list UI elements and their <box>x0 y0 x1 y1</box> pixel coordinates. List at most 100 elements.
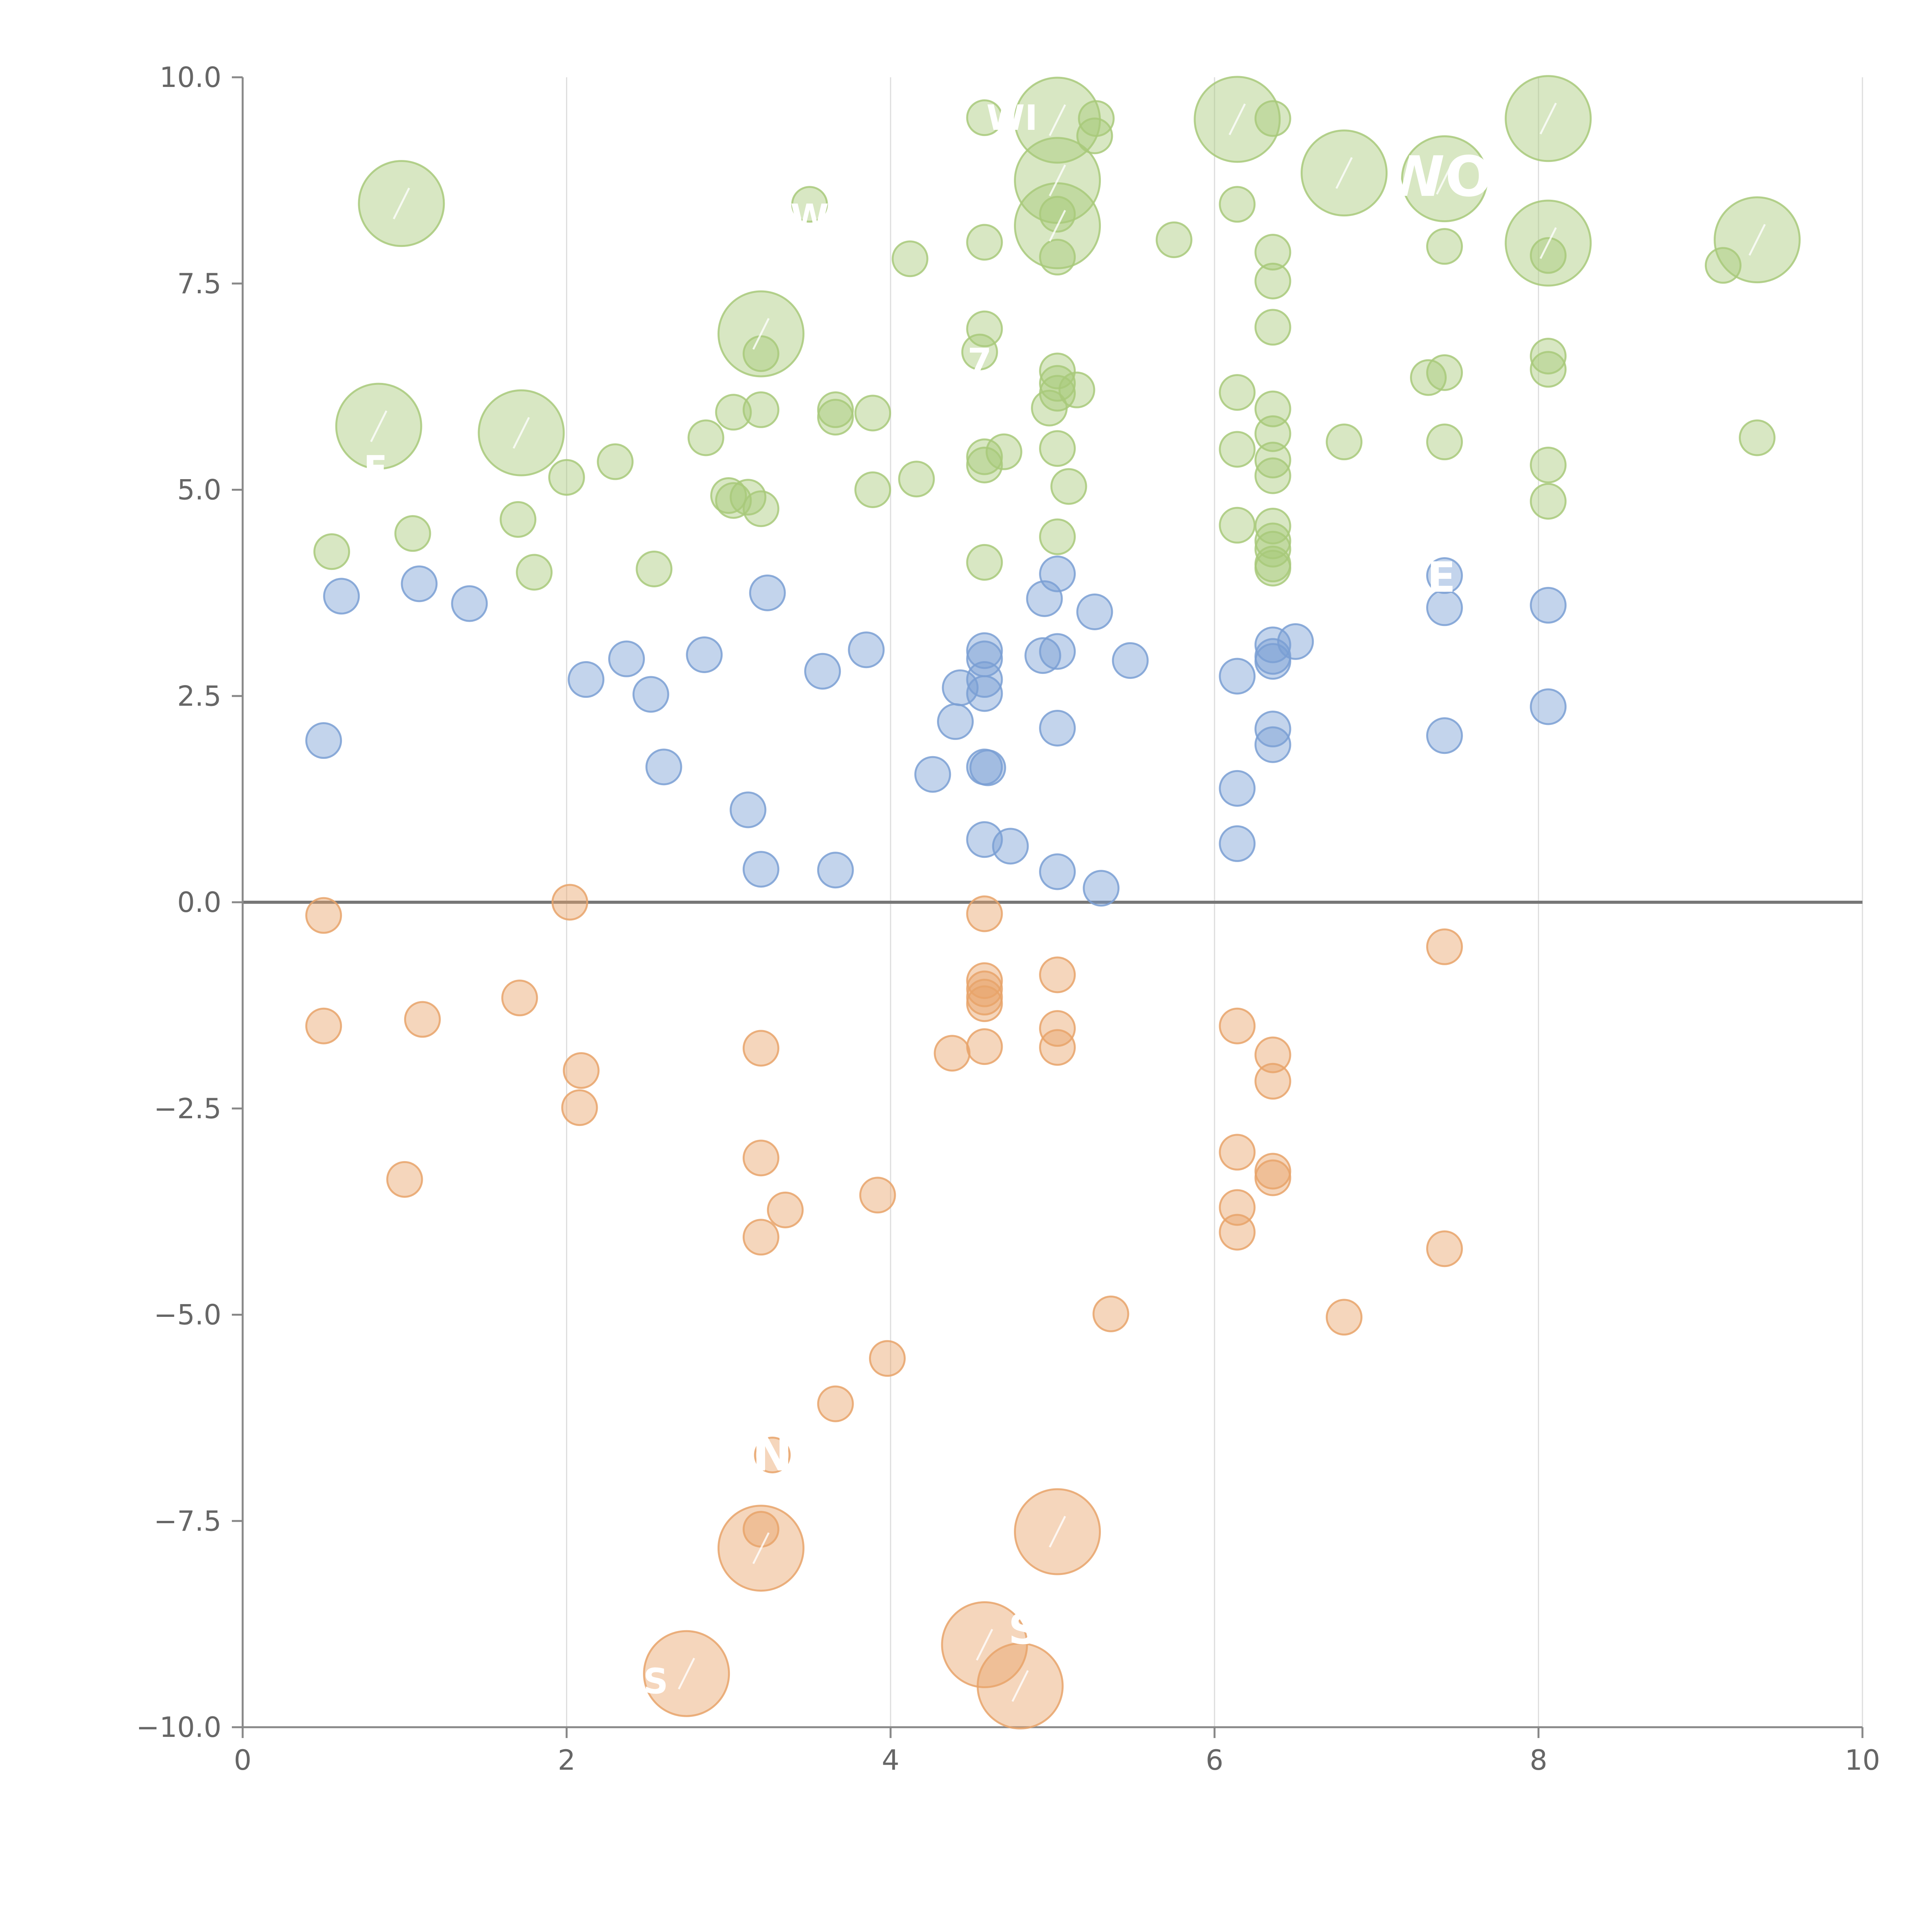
green-bubble <box>313 533 350 570</box>
green-bubble <box>715 482 752 519</box>
orange-bubble <box>817 1385 854 1422</box>
orange-bubble <box>754 1436 791 1473</box>
blue-bubble <box>966 632 1003 669</box>
green-bubble <box>1254 549 1291 587</box>
green-bubble <box>1254 442 1291 479</box>
leader-line <box>1011 1670 1029 1702</box>
x-tick-label: 8 <box>1530 1744 1548 1776</box>
leader-line <box>976 1629 993 1661</box>
leader-line <box>393 187 410 219</box>
orange-bubble <box>1219 1214 1256 1251</box>
blue-bubble <box>1530 587 1567 624</box>
bubble-annotation: WI <box>986 98 1038 138</box>
bubble-annotation: S <box>1009 1605 1039 1654</box>
blue-bubble <box>1254 711 1291 748</box>
green-bubble <box>715 394 752 431</box>
blue-bubble <box>608 640 645 677</box>
green-bubble <box>1039 352 1076 389</box>
blue-bubble <box>1083 870 1120 907</box>
bubble-annotation: S <box>643 1661 668 1702</box>
orange-bubble <box>1254 1063 1291 1100</box>
green-bubble <box>985 433 1022 470</box>
leader-line <box>1228 103 1246 136</box>
blue-bubble <box>632 676 669 713</box>
blue-bubble <box>568 661 605 698</box>
green-bubble <box>854 471 891 508</box>
blue-bubble <box>966 661 1003 698</box>
orange-bubble <box>1326 1299 1363 1336</box>
green-bubble <box>516 554 553 591</box>
blue-bubble <box>1277 623 1314 660</box>
green-bubble <box>500 501 537 538</box>
green-bubble <box>966 446 1003 483</box>
orange-bubble <box>1254 1159 1291 1196</box>
blue-bubble <box>1039 555 1076 592</box>
green-bubble <box>1426 228 1463 265</box>
green-bubble <box>1039 365 1076 402</box>
green-bubble <box>1426 354 1463 391</box>
blue-bubble <box>966 675 1003 712</box>
green-bubble <box>1530 446 1567 483</box>
leader-line <box>1049 164 1066 196</box>
orange-bubble <box>742 1219 779 1256</box>
green-bubble <box>1039 196 1076 233</box>
blue-bubble <box>1219 770 1256 807</box>
blue-bubble <box>937 703 974 740</box>
blue-bubble <box>1219 825 1256 862</box>
blue-bubble <box>730 791 767 828</box>
green-bubble <box>1076 117 1113 155</box>
bubble-annotation: W <box>791 197 829 237</box>
green-bubble <box>1254 457 1291 494</box>
blue-bubble <box>969 749 1006 786</box>
blue-bubble <box>305 722 342 759</box>
axes: 0 2 4 6 8 10 −10.0 −7.5 −5.0 −2.5 0.0 2.5 5.0 7.5 10.0 <box>136 61 1880 1776</box>
orange-bubble <box>1254 1036 1291 1073</box>
blue-bubble <box>1039 853 1076 890</box>
blue-bubble <box>1024 637 1061 674</box>
orange-bubble <box>551 884 588 921</box>
green-bubble <box>854 395 891 432</box>
leader-line <box>752 318 770 350</box>
green-bubble <box>961 333 998 371</box>
annotations: WI WO W 7 E E N S S <box>364 98 1492 1702</box>
x-tick-label: 0 <box>234 1744 252 1776</box>
blue-bubble <box>848 631 885 668</box>
leader-line <box>1436 163 1453 195</box>
green-bubble <box>394 515 431 552</box>
green-bubble <box>1039 518 1076 555</box>
green-bubble <box>1326 423 1363 461</box>
green-bubble <box>1739 419 1776 456</box>
leader-line <box>1539 227 1557 259</box>
orange-bubble <box>1426 928 1463 965</box>
bubbles <box>305 75 1801 1730</box>
blue-bubble <box>323 578 360 615</box>
y-tick-label: −7.5 <box>154 1505 221 1537</box>
y-tick-label: 0.0 <box>177 886 221 918</box>
green-bubble <box>966 99 1003 136</box>
orange-bubble <box>563 1052 600 1089</box>
green-bubble <box>710 477 747 514</box>
blue-bubble <box>1426 557 1463 594</box>
y-tick-label: −5.0 <box>154 1299 221 1331</box>
orange-bubble <box>1039 1029 1076 1066</box>
orange-bubble <box>859 1177 896 1214</box>
green-bubble <box>1155 221 1192 259</box>
orange-bubble <box>1092 1295 1129 1332</box>
orange-bubble <box>1219 1134 1256 1171</box>
bubble-annotation: E <box>1427 554 1456 602</box>
orange-bubble <box>742 1139 779 1177</box>
blue-bubble <box>742 851 779 888</box>
green-bubble <box>1254 262 1291 299</box>
green-bubble <box>636 550 673 587</box>
green-bubble <box>1530 237 1567 274</box>
orange-bubble <box>869 1340 906 1377</box>
blue-bubble <box>817 852 854 889</box>
blue-bubble <box>914 756 951 793</box>
bubble-annotation: N <box>752 1425 793 1482</box>
blue-bubble <box>401 565 438 602</box>
x-tick-label: 4 <box>882 1744 900 1776</box>
green-bubble <box>687 419 724 456</box>
bubble-annotation: 7 <box>968 341 992 382</box>
green-bubble <box>1254 415 1291 452</box>
